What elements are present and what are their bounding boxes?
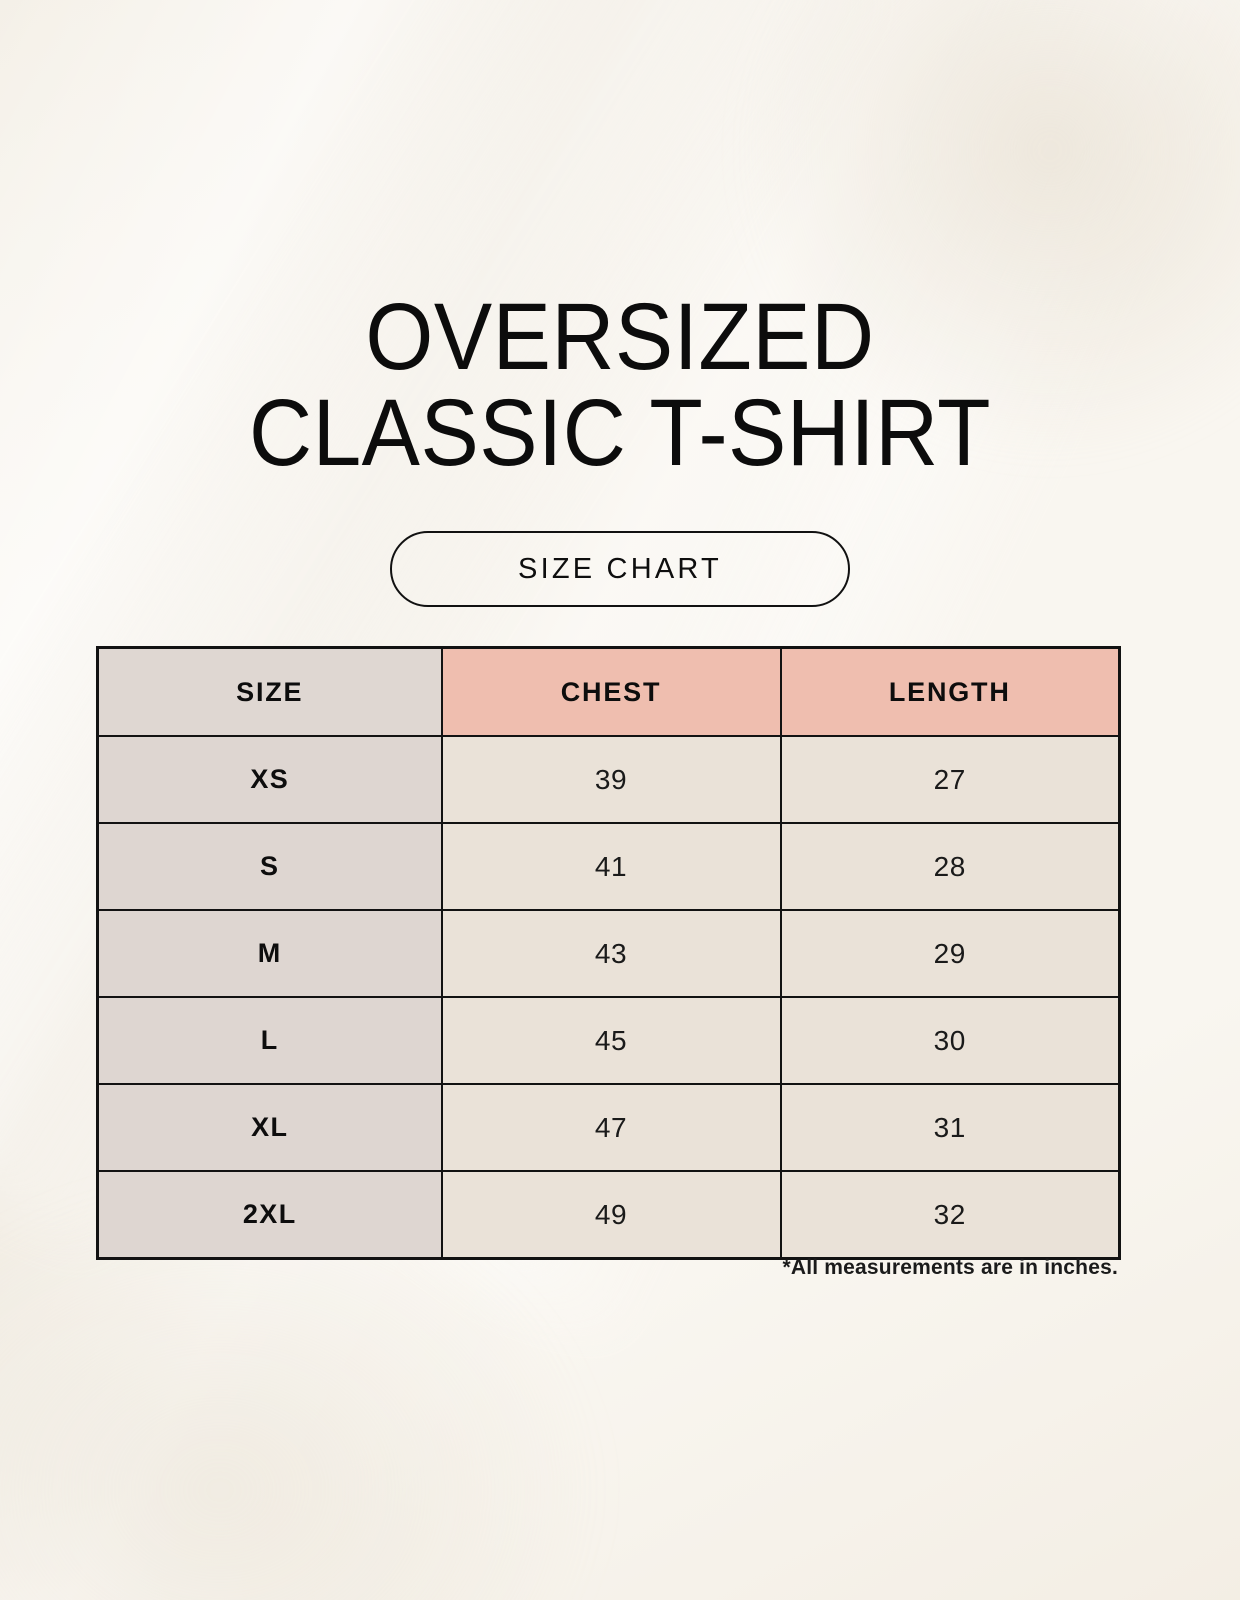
- cell-length: 30: [779, 996, 1121, 1085]
- cell-size: L: [96, 996, 443, 1085]
- cell-length: 31: [779, 1083, 1121, 1172]
- size-table-container: SIZE CHEST LENGTH XS 39 27 S 41 28 M: [96, 646, 1121, 1260]
- cell-length: 32: [779, 1170, 1121, 1260]
- cell-chest: 47: [440, 1083, 782, 1172]
- size-table-body: XS 39 27 S 41 28 M 43 29 L 45 30: [96, 735, 1121, 1260]
- title-line-primary: OVERSIZED: [365, 284, 875, 390]
- table-row: XS 39 27: [96, 735, 1121, 824]
- table-row: S 41 28: [96, 822, 1121, 911]
- table-header-row: SIZE CHEST LENGTH: [96, 646, 1121, 737]
- cell-chest: 45: [440, 996, 782, 1085]
- cell-chest: 41: [440, 822, 782, 911]
- cell-size: XS: [96, 735, 443, 824]
- size-chart-badge: SIZE CHART: [390, 531, 850, 607]
- cell-size: XL: [96, 1083, 443, 1172]
- table-row: 2XL 49 32: [96, 1170, 1121, 1260]
- column-header-chest: CHEST: [440, 646, 782, 737]
- cell-length: 29: [779, 909, 1121, 998]
- cell-size: M: [96, 909, 443, 998]
- measurement-note: *All measurements are in inches.: [782, 1256, 1118, 1279]
- column-header-size: SIZE: [96, 646, 443, 737]
- table-row: M 43 29: [96, 909, 1121, 998]
- page-title: OVERSIZED CLASSIC T-SHIRT: [0, 284, 1240, 486]
- cell-chest: 39: [440, 735, 782, 824]
- cell-length: 28: [779, 822, 1121, 911]
- cell-length: 27: [779, 735, 1121, 824]
- size-chart-badge-container: SIZE CHART: [0, 531, 1240, 607]
- table-row: L 45 30: [96, 996, 1121, 1085]
- title-line-secondary: CLASSIC T-SHIRT: [249, 380, 991, 486]
- cell-chest: 43: [440, 909, 782, 998]
- cell-size: S: [96, 822, 443, 911]
- cell-size: 2XL: [96, 1170, 443, 1260]
- cell-chest: 49: [440, 1170, 782, 1260]
- table-row: XL 47 31: [96, 1083, 1121, 1172]
- column-header-length: LENGTH: [779, 646, 1121, 737]
- size-table-head: SIZE CHEST LENGTH: [96, 646, 1121, 737]
- size-table: SIZE CHEST LENGTH XS 39 27 S 41 28 M: [96, 646, 1121, 1260]
